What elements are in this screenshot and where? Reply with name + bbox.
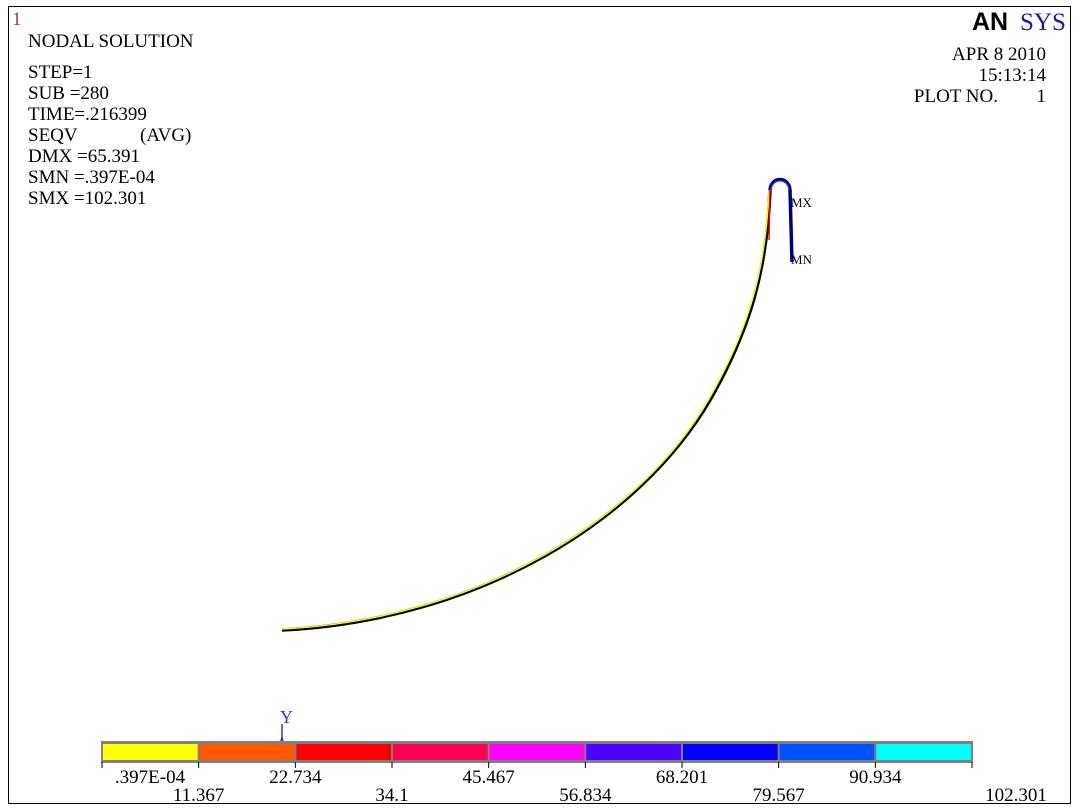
legend-upper-label-5: 90.934	[849, 767, 902, 788]
legend-lower-label-4: 79.567	[753, 785, 805, 806]
coordinate-triad: Y	[279, 707, 293, 745]
plot-date: APR 8 2010	[952, 44, 1046, 65]
time-label: TIME=.216399	[28, 104, 147, 125]
plot-border	[8, 6, 1071, 804]
legend-swatch-3	[296, 744, 391, 760]
legend-swatch-7	[683, 744, 778, 760]
legend-swatch-9	[876, 744, 971, 760]
legend-lower-label-2: 34.1	[375, 785, 408, 806]
seqv-label: SEQV	[28, 125, 78, 146]
sub-label: SUB =280	[28, 83, 109, 104]
triad-y-label: Y	[280, 707, 293, 727]
step-label: STEP=1	[28, 62, 93, 83]
nodal-solution-title: NODAL SOLUTION	[28, 31, 194, 52]
legend-lower-label-1: 11.367	[173, 785, 225, 806]
legend-upper-label-2: 22.734	[269, 767, 322, 788]
ansys-logo-an: AN	[972, 8, 1008, 36]
window-number: 1	[12, 9, 22, 30]
min-marker: MN	[791, 252, 813, 267]
ansys-logo-sys: SYS	[1020, 9, 1066, 36]
plot-no-value: 1	[1037, 86, 1047, 107]
legend-upper-labels: .397E-04 22.734 45.467 68.201 90.934	[115, 767, 902, 788]
smn-label: SMN =.397E-04	[28, 167, 155, 188]
legend-upper-label-4: 68.201	[656, 767, 708, 788]
legend-lower-labels: 11.367 34.1 56.834 79.567 102.301	[173, 785, 1047, 806]
contour-legend-bar	[101, 741, 973, 763]
legend-swatch-6	[586, 744, 681, 760]
legend-swatch-5	[489, 744, 585, 760]
legend-swatch-8	[779, 744, 875, 760]
contour-legend-ticks	[101, 762, 973, 768]
plot-no-label: PLOT NO.	[914, 86, 998, 107]
legend-upper-label-3: 45.467	[463, 767, 515, 788]
dmx-label: DMX =65.391	[28, 146, 140, 167]
deformed-shape	[281, 177, 794, 632]
smx-label: SMX =102.301	[28, 188, 146, 209]
legend-lower-label-3: 56.834	[559, 785, 612, 806]
legend-lower-label-5: 102.301	[985, 785, 1047, 806]
legend-swatch-2	[199, 744, 295, 760]
legend-swatch-1	[103, 744, 198, 760]
max-marker: MX	[791, 195, 813, 210]
plot-time: 15:13:14	[978, 65, 1046, 86]
legend-upper-label-1: .397E-04	[115, 767, 186, 788]
avg-label: (AVG)	[140, 125, 191, 146]
legend-swatch-4	[393, 744, 488, 760]
